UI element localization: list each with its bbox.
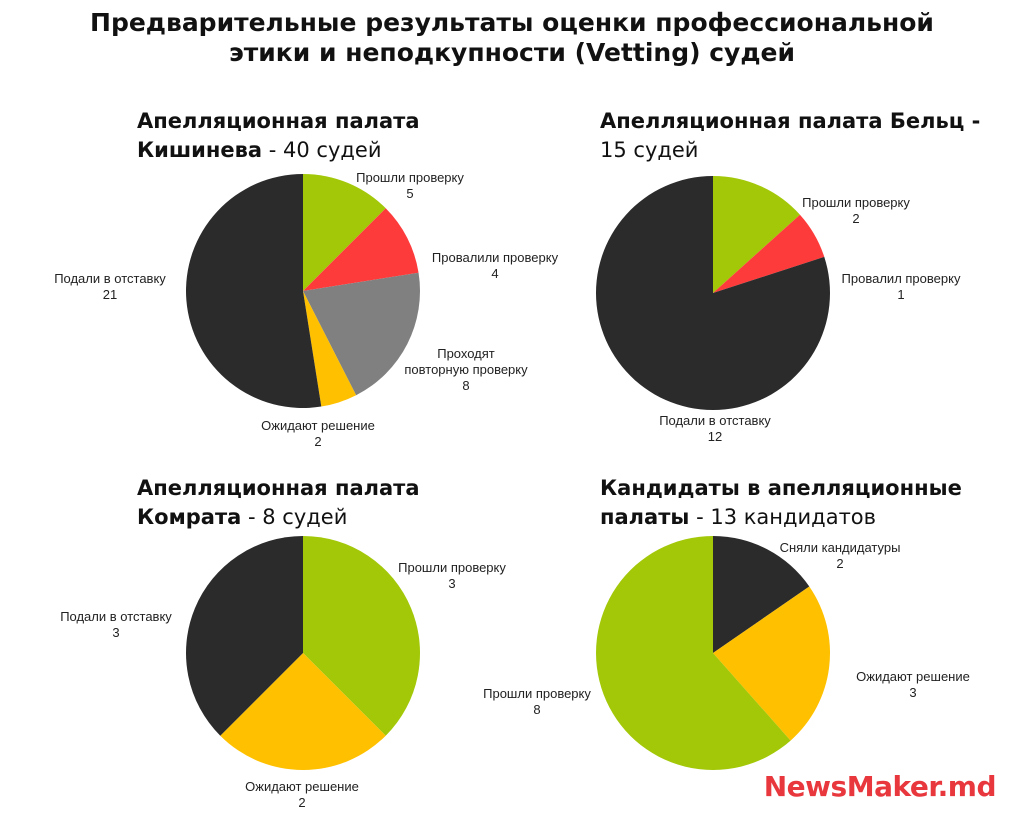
chart-2-title: Апелляционная палата Бельц - 15 судей [600,107,980,165]
chart-4-label-pending: Ожидают решение 3 [856,669,970,701]
chart-1-label-failed-value: 4 [491,266,499,281]
chart-1-label-pending: Ожидают решение 2 [261,418,375,450]
chart-4-slice-2 [713,586,831,741]
chart-1-label-passed-name: Прошли проверку [356,170,464,185]
chart-1-label-resigned-name: Подали в отставку [54,271,166,286]
chart-1-label-failed: Провалили проверку 4 [432,250,558,282]
chart-2-label-passed-value: 2 [852,211,860,226]
chart-3-title-name: Комрата [137,505,242,529]
chart-2-label-passed-name: Прошли проверку [802,195,910,210]
chart-2-label-failed-name: Провалил проверку [841,271,961,286]
newsmaker-logo: NewsMaker.md [763,770,997,803]
chart-3-label-passed: Прошли проверку 3 [398,560,506,592]
chart-3-slice-2 [220,653,386,770]
chart-2-title-count: 15 судей [600,138,699,162]
chart-2-label-passed: Прошли проверку 2 [802,195,910,227]
chart-1-label-resigned-value: 21 [102,287,118,302]
chart-3-label-passed-value: 3 [448,576,456,591]
chart-1-label-pending-value: 2 [314,434,322,449]
chart-1-title: Апелляционная палата Кишинева - 40 судей [137,107,420,165]
chart-3-label-passed-name: Прошли проверку [398,560,506,575]
chart-4-label-pending-value: 3 [909,685,917,700]
chart-4-label-pending-name: Ожидают решение [856,669,970,684]
chart-4-title-line1: Кандидаты в апелляционные [600,476,962,500]
chart-1-label-failed-name: Провалили проверку [431,250,559,265]
chart-3-title-line1: Апелляционная палата [137,476,420,500]
chart-3-slice-3 [186,536,303,736]
chart-2-title-line1: Апелляционная палата Бельц - [600,109,981,133]
chart-4-label-withdrew-value: 2 [836,556,844,571]
chart-4-title-count: - 13 кандидатов [689,505,877,529]
chart-1-label-recheck: Проходят повторную проверку 8 [404,346,527,394]
chart-1-label-passed: Прошли проверку 5 [356,170,464,202]
chart-4-label-withdrew-name: Сняли кандидатуры [779,540,901,555]
chart-3-label-resigned-value: 3 [112,625,120,640]
chart-4-title-name: палаты [600,505,690,529]
chart-2-label-resigned-name: Подали в отставку [659,413,771,428]
chart-4-label-passed-name: Прошли проверку [483,686,591,701]
chart-3-label-pending-name: Ожидают решение [245,779,359,794]
chart-1-title-count: - 40 судей [262,138,382,162]
main-title-line2: этики и неподкупности (Vetting) судей [228,38,796,67]
chart-1-label-pending-name: Ожидают решение [261,418,375,433]
chart-3-label-resigned-name: Подали в отставку [60,609,172,624]
chart-3-label-pending-value: 2 [298,795,306,810]
chart-1-slice-2 [303,208,419,291]
chart-1-slice-5 [186,174,322,408]
chart-1-slice-3 [303,272,421,396]
chart-3-label-resigned: Подали в отставку 3 [60,609,172,641]
main-title-line1: Предварительные результаты оценки профес… [90,8,934,37]
chart-1-title-line1: Апелляционная палата [137,109,420,133]
chart-2-label-failed-value: 1 [897,287,905,302]
chart-1-slice-4 [303,291,357,407]
chart-4-label-withdrew: Сняли кандидатуры 2 [780,540,901,572]
chart-1-label-resigned: Подали в отставку 21 [54,271,166,303]
chart-4-title: Кандидаты в апелляционные палаты - 13 ка… [600,474,962,532]
chart-2-label-resigned-value: 12 [707,429,723,444]
chart-4-label-passed: Прошли проверку 8 [483,686,591,718]
chart-4-label-passed-value: 8 [533,702,541,717]
chart-1-label-recheck-line1: Проходят [437,346,495,361]
chart-1-label-recheck-value: 8 [462,378,470,393]
chart-3-title: Апелляционная палата Комрата - 8 судей [137,474,420,532]
chart-2-label-failed: Провалил проверку 1 [842,271,961,303]
chart-2-label-resigned: Подали в отставку 12 [659,413,771,445]
chart-3-title-count: - 8 судей [241,505,348,529]
chart-3-label-pending: Ожидают решение 2 [245,779,359,811]
chart-4-slice-3 [596,536,791,770]
chart-1-label-recheck-line2: повторную проверку [404,362,528,377]
chart-2-slice-1 [713,176,800,293]
chart-1-label-passed-value: 5 [406,186,414,201]
main-title: Предварительные результаты оценки профес… [0,8,1024,68]
chart-1-title-name: Кишинева [137,138,263,162]
chart-2-slice-3 [595,175,830,410]
